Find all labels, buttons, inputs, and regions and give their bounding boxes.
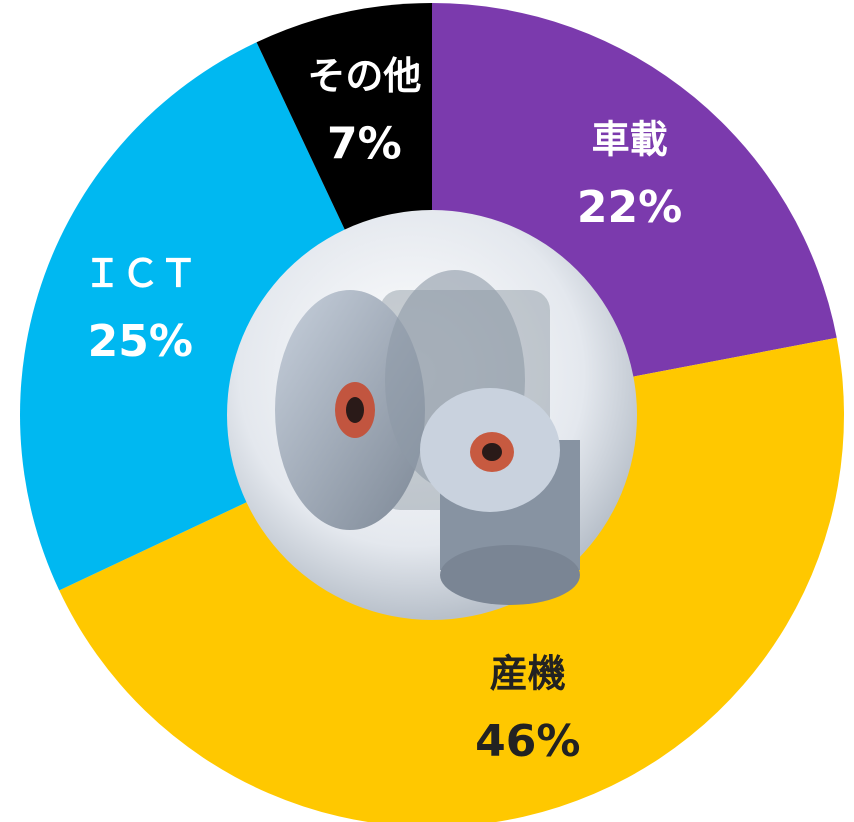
value-label: 22% — [577, 182, 682, 233]
value-label: 25% — [88, 316, 193, 367]
slice-name: ＩＣＴ — [83, 251, 197, 295]
slice-name: 産機 — [490, 651, 566, 695]
slice-name: その他 — [307, 54, 421, 98]
slice-name: 車載 — [592, 118, 668, 162]
center-image — [227, 210, 637, 620]
value-label: 7% — [327, 118, 402, 169]
value-label: 46% — [475, 716, 580, 767]
